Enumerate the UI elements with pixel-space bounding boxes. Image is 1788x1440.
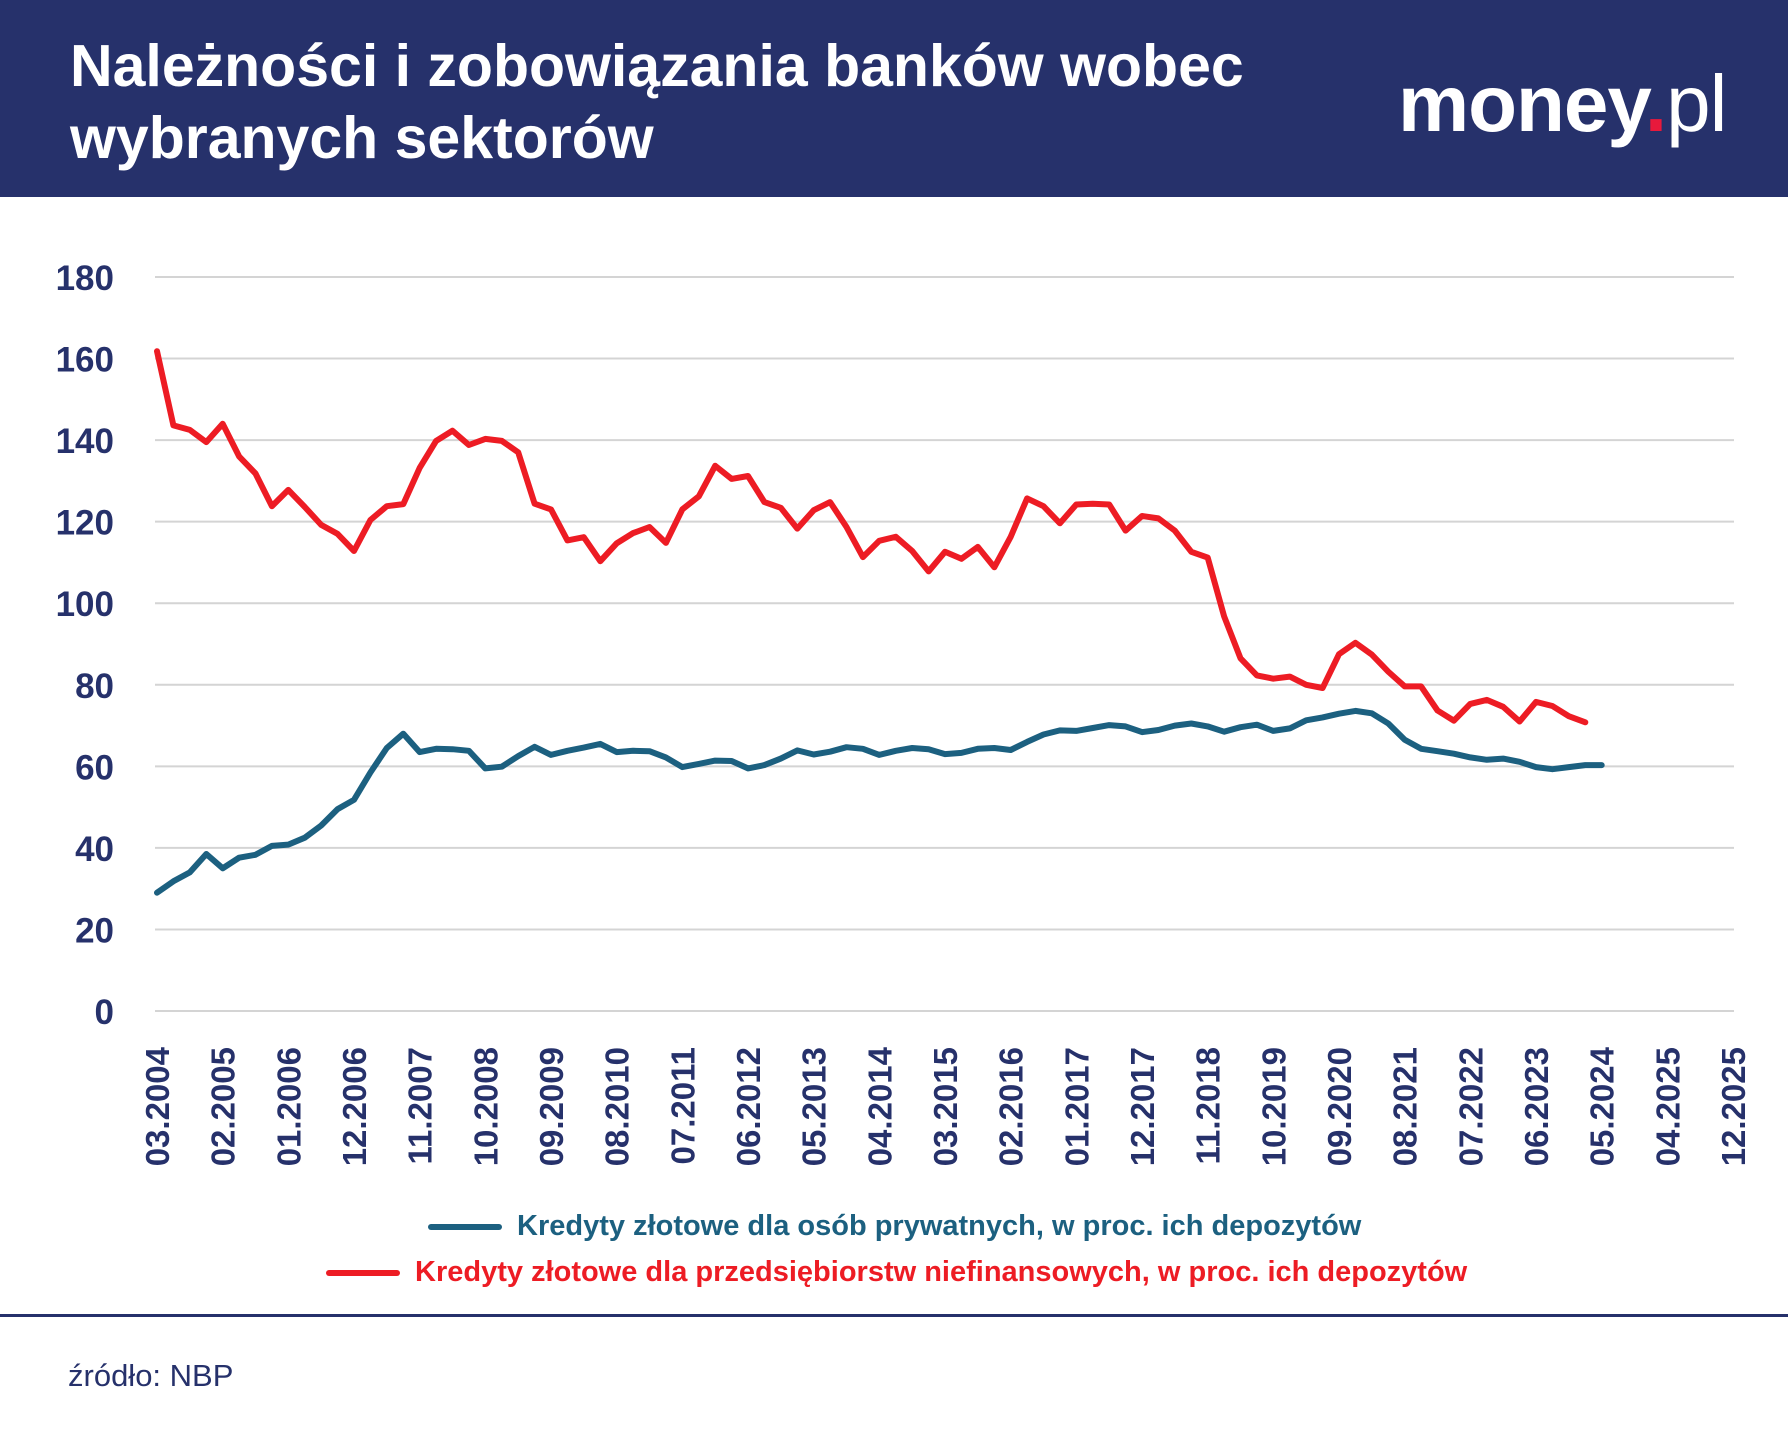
x-tick-label-07.2011: 07.2011 (664, 1047, 701, 1164)
x-tick-label-08.2010: 08.2010 (599, 1047, 636, 1166)
series-line-private (154, 707, 1605, 896)
chart-title: Należności i zobowiązania banków wobec w… (70, 30, 1370, 174)
y-tick-label-20: 20 (75, 911, 114, 950)
legend-swatch-private (428, 1223, 502, 1230)
y-tick-label-40: 40 (75, 830, 114, 869)
x-tick-label-10.2008: 10.2008 (467, 1047, 504, 1166)
x-tick-label-04.2025: 04.2025 (1649, 1047, 1686, 1166)
line-chart: 0 20 40 60 80 100 120 140 160 180 03.2004 02.2005 01… (56, 259, 1752, 1166)
logo-tld: pl (1666, 59, 1727, 148)
x-tick-label-08.2021: 08.2021 (1387, 1047, 1424, 1166)
x-tick-label-05.2013: 05.2013 (796, 1047, 833, 1166)
y-tick-label-60: 60 (75, 748, 114, 787)
y-tick-label-80: 80 (75, 667, 114, 706)
x-tick-label-09.2020: 09.2020 (1321, 1047, 1358, 1166)
logo-dot: . (1644, 59, 1667, 148)
x-tick-label-12.2025: 12.2025 (1715, 1047, 1752, 1166)
legend-swatch-enterprise (326, 1269, 400, 1276)
source-note: źródło: NBP (68, 1358, 234, 1393)
logo-main: money (1398, 59, 1646, 148)
legend-item-private: Kredyty złotowe dla osób prywatnych, w p… (428, 1210, 1361, 1243)
y-tick-label-100: 100 (56, 585, 114, 624)
x-tick-label-06.2012: 06.2012 (730, 1047, 767, 1166)
y-tick-label-140: 140 (56, 422, 114, 461)
money-pl-logo: money.pl (1398, 54, 1748, 154)
series-line-enterprise (154, 348, 1589, 726)
legend-row-private: Kredyty złotowe dla osób prywatnych, w p… (0, 1210, 1788, 1250)
x-tick-label-10.2019: 10.2019 (1255, 1047, 1292, 1166)
legend-label-enterprise: Kredyty złotowe dla przedsiębiorstw nief… (415, 1256, 1468, 1288)
x-tick-label-03.2004: 03.2004 (139, 1046, 176, 1166)
y-tick-label-160: 160 (56, 341, 114, 380)
x-tick-label-11.2007: 11.2007 (402, 1047, 439, 1164)
x-tick-label-05.2024: 05.2024 (1584, 1046, 1621, 1166)
x-tick-label-02.2016: 02.2016 (993, 1047, 1030, 1166)
y-tick-label-180: 180 (56, 259, 114, 298)
legend-item-enterprise: Kredyty złotowe dla przedsiębiorstw nief… (326, 1256, 1467, 1289)
title-line-1: Należności i zobowiązania banków wobec (70, 33, 1244, 99)
x-tick-label-12.2006: 12.2006 (336, 1047, 373, 1166)
title-line-2: wybranych sektorów (70, 105, 654, 171)
x-tick-label-04.2014: 04.2014 (861, 1046, 898, 1166)
x-tick-label-09.2009: 09.2009 (533, 1047, 570, 1166)
x-tick-label-01.2006: 01.2006 (270, 1047, 307, 1166)
header-banner: Należności i zobowiązania banków wobec w… (0, 0, 1788, 197)
x-tick-label-12.2017: 12.2017 (1124, 1047, 1161, 1166)
y-tick-label-120: 120 (56, 504, 114, 543)
legend-row-enterprise: Kredyty złotowe dla przedsiębiorstw nief… (0, 1256, 1788, 1296)
x-tick-label-07.2022: 07.2022 (1452, 1047, 1489, 1166)
x-tick-label-06.2023: 06.2023 (1518, 1047, 1555, 1166)
x-tick-label-11.2018: 11.2018 (1190, 1047, 1227, 1164)
x-tick-label-03.2015: 03.2015 (927, 1047, 964, 1166)
x-tick-label-01.2017: 01.2017 (1058, 1047, 1095, 1166)
y-tick-label-0: 0 (95, 993, 114, 1032)
legend-label-private: Kredyty złotowe dla osób prywatnych, w p… (517, 1210, 1362, 1242)
x-tick-label-02.2005: 02.2005 (205, 1047, 242, 1166)
footer-divider (0, 1314, 1788, 1317)
